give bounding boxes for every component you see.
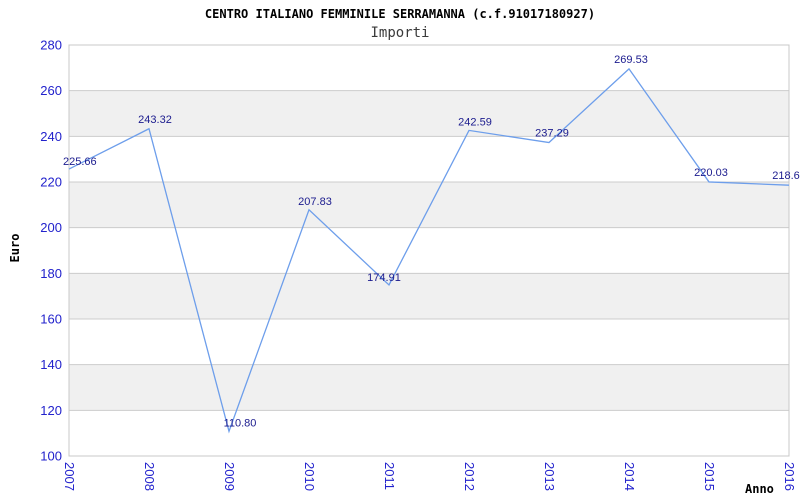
plot-band: [69, 45, 789, 91]
data-label: 218.6: [772, 170, 800, 182]
data-label: 243.32: [138, 114, 172, 126]
x-tick-label: 2016: [782, 462, 797, 491]
x-axis-title: Anno: [745, 482, 774, 496]
x-tick-label: 2007: [62, 462, 77, 491]
plot-band: [69, 227, 789, 274]
y-tick-label: 120: [40, 403, 62, 418]
y-axis-title: Euro: [8, 233, 22, 263]
x-tick-label: 2013: [542, 462, 557, 491]
plot-band: [69, 182, 789, 228]
plot-band: [69, 273, 789, 319]
plot-band: [69, 319, 789, 365]
data-label: 269.53: [614, 54, 648, 66]
x-tick-label: 2011: [382, 462, 397, 490]
data-label: 174.91: [367, 272, 401, 284]
y-tick-label: 160: [40, 312, 62, 327]
y-tick-label: 200: [40, 220, 62, 235]
x-tick-label: 2015: [702, 462, 717, 491]
y-tick-label: 180: [40, 266, 62, 281]
plot-band: [69, 364, 789, 411]
y-tick-label: 100: [40, 449, 62, 464]
x-tick-label: 2012: [462, 462, 477, 491]
plot-band: [69, 90, 789, 137]
data-label: 237.29: [535, 128, 569, 140]
data-label: 225.66: [63, 156, 97, 168]
y-tick-label: 260: [40, 83, 62, 98]
plot-border: [68, 44, 790, 457]
plot-band: [69, 136, 789, 182]
data-label: 110.80: [224, 417, 257, 429]
x-tick-label: 2009: [222, 462, 237, 491]
plot-band: [69, 410, 789, 456]
data-label: 207.83: [298, 196, 332, 208]
chart-title: CENTRO ITALIANO FEMMINILE SERRAMANNA (c.…: [204, 7, 596, 21]
y-tick-label: 280: [40, 38, 62, 53]
series-line: [68, 67, 790, 434]
chart-subtitle: Importi: [370, 25, 430, 41]
x-tick-label: 2014: [622, 462, 637, 491]
data-label: 242.59: [458, 116, 492, 128]
y-tick-label: 240: [40, 129, 62, 144]
data-label: 220.03: [694, 167, 728, 179]
x-tick-label: 2010: [302, 462, 317, 491]
y-tick-label: 220: [40, 175, 62, 190]
x-tick-label: 2008: [142, 462, 157, 491]
y-tick-label: 140: [40, 357, 62, 372]
